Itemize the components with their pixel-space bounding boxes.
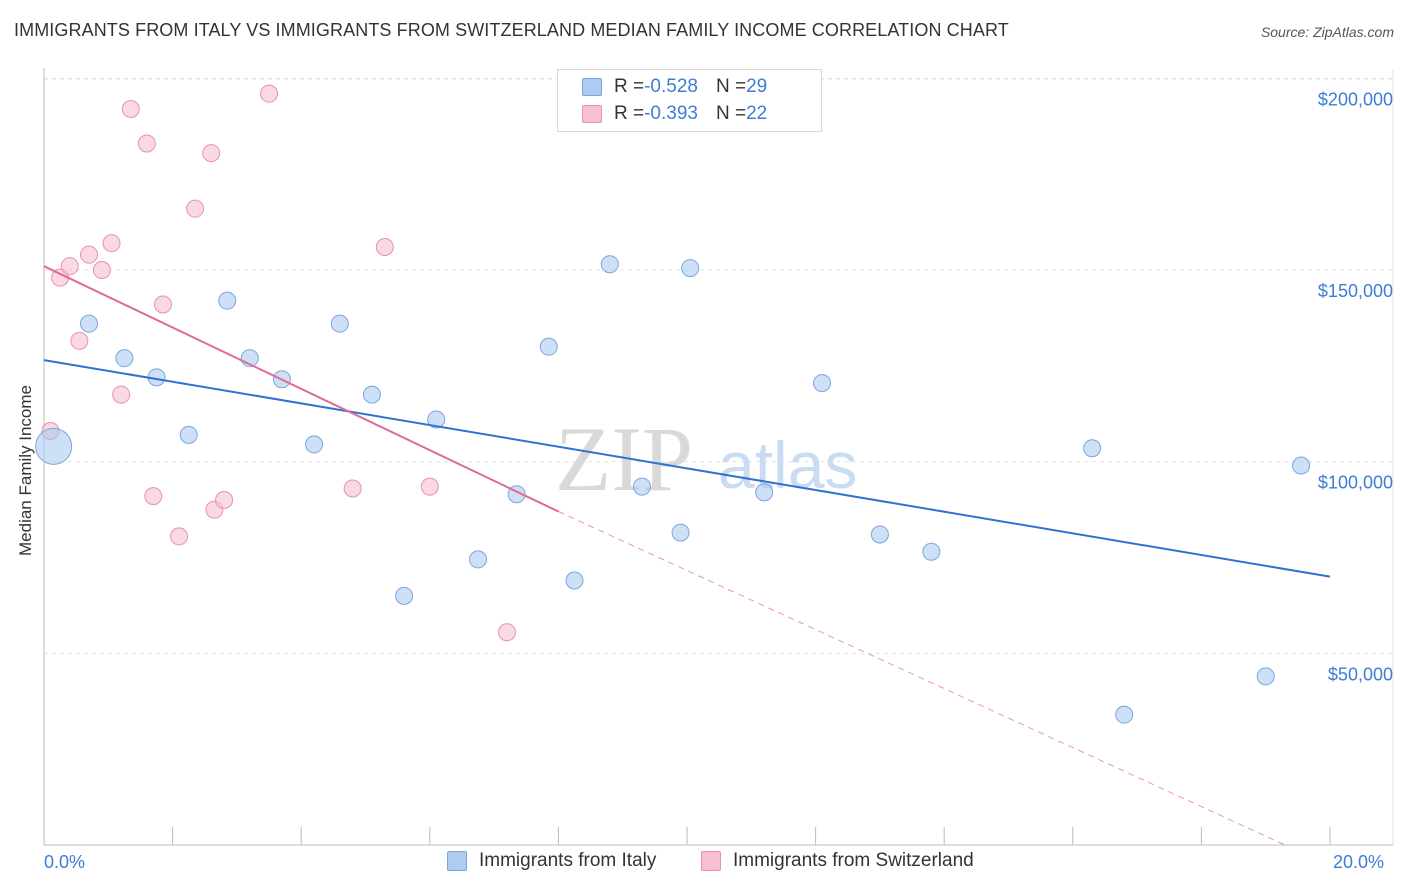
italy-point <box>395 586 414 605</box>
watermark-zip: ZIP <box>555 408 693 510</box>
n-value: 22 <box>746 103 768 124</box>
correlation-row-italy: R = -0.528 N = 29 <box>582 74 767 100</box>
switzerland-point <box>343 479 362 498</box>
italy-point <box>427 410 446 429</box>
watermark: ZIP atlas <box>555 408 857 510</box>
italy-point <box>80 314 99 333</box>
source-label: Source: ZipAtlas.com <box>1260 24 1394 40</box>
switzerland-point <box>92 261 111 279</box>
r-label: R = <box>614 76 645 97</box>
axes <box>43 68 1393 846</box>
italy-point <box>1256 667 1275 686</box>
italy-point <box>218 291 237 310</box>
legend-swatch-switzerland <box>701 851 721 871</box>
italy-point <box>632 477 651 496</box>
switzerland-point <box>186 199 205 218</box>
italy-point <box>870 525 889 544</box>
switzerland-swatch <box>582 105 602 123</box>
italy-point <box>362 385 381 404</box>
n-label: N = <box>715 76 747 97</box>
switzerland-point <box>112 385 131 404</box>
italy-point <box>681 259 700 278</box>
n-value: 29 <box>746 76 768 97</box>
legend-label-italy: Immigrants from Italy <box>479 850 657 871</box>
switzerland-point <box>137 134 156 153</box>
switzerland-point <box>420 477 439 496</box>
italy-point <box>565 571 584 590</box>
italy-trend-line <box>43 359 1331 578</box>
switzerland-point <box>260 84 279 103</box>
italy-point <box>539 337 558 356</box>
italy-point <box>600 255 619 274</box>
switzerland-trend-line <box>43 265 559 513</box>
switzerland-point <box>170 527 189 546</box>
italy-point <box>305 435 324 454</box>
chart-title: IMMIGRANTS FROM ITALY VS IMMIGRANTS FROM… <box>14 20 1009 40</box>
switzerland-point <box>121 100 140 118</box>
italy-point <box>179 425 198 444</box>
y-tick-label: $150,000 <box>1318 281 1393 301</box>
italy-swatch <box>582 78 602 96</box>
legend-item-switzerland[interactable]: Immigrants from Switzerland <box>701 850 974 872</box>
switzerland-point <box>215 491 234 509</box>
italy-point <box>115 349 134 368</box>
switzerland-point <box>70 331 89 350</box>
x-axis-min-label: 0.0% <box>44 852 86 872</box>
italy-point <box>35 427 73 465</box>
r-value: -0.528 <box>644 76 698 97</box>
switzerland-point <box>153 295 172 314</box>
correlation-row-switzerland: R = -0.393 N = 22 <box>582 101 767 127</box>
italy-point <box>1083 439 1102 458</box>
y-tick-label: $50,000 <box>1328 664 1393 684</box>
switzerland-point <box>102 234 121 253</box>
italy-point <box>330 314 349 333</box>
legend-label-switzerland: Immigrants from Switzerland <box>733 850 974 871</box>
switzerland-point <box>375 238 394 256</box>
italy-point <box>755 483 774 502</box>
y-tick-label: $100,000 <box>1318 473 1393 493</box>
legend: Immigrants from Italy Immigrants from Sw… <box>0 850 1406 878</box>
switzerland-trend-extension <box>558 511 1286 846</box>
watermark-atlas: atlas <box>718 428 857 502</box>
n-label: N = <box>715 103 747 124</box>
trend-lines <box>43 265 1331 846</box>
data-points <box>35 84 1311 724</box>
r-label: R = <box>614 103 645 124</box>
legend-item-italy[interactable]: Immigrants from Italy <box>447 850 656 872</box>
italy-point <box>1292 456 1311 475</box>
x-axis-max-label: 20.0% <box>1333 852 1385 872</box>
legend-swatch-italy <box>447 851 467 871</box>
switzerland-point <box>497 623 516 642</box>
y-tick-label: $200,000 <box>1318 89 1393 109</box>
switzerland-point <box>144 487 163 506</box>
italy-point <box>813 374 832 393</box>
switzerland-point <box>80 245 99 264</box>
switzerland-point <box>60 257 79 276</box>
y-tick-labels: $50,000 $100,000 $150,000 $200,000 <box>1318 89 1393 684</box>
italy-point <box>1115 705 1134 724</box>
r-value: -0.393 <box>644 103 698 124</box>
italy-point <box>671 523 690 542</box>
italy-point <box>469 550 488 569</box>
switzerland-point <box>202 144 221 163</box>
italy-point <box>922 542 941 561</box>
correlation-box: R = -0.528 N = 29 R = -0.393 N = 22 <box>557 69 822 132</box>
